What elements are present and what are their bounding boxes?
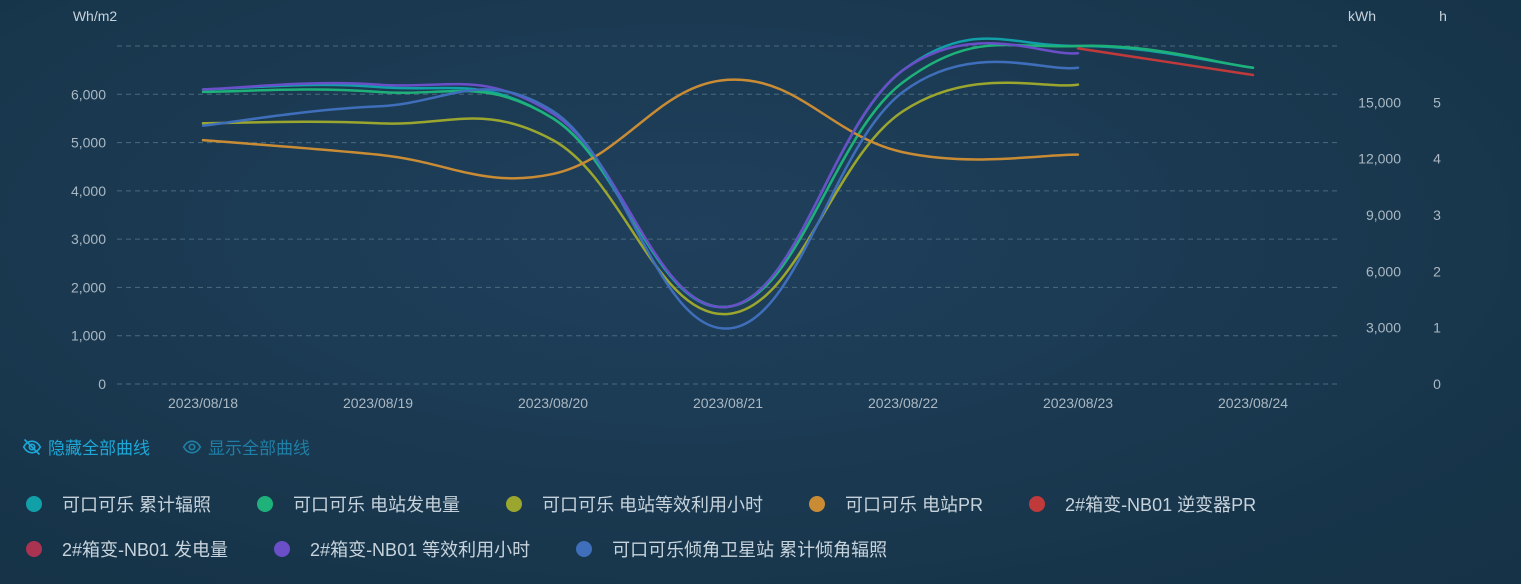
curve-toolbar: 隐藏全部曲线 显示全部曲线 [22, 434, 310, 459]
y-tick-label-left: 3,000 [71, 231, 106, 247]
legend-label: 2#箱变-NB01 等效利用小时 [310, 540, 531, 560]
legend-dot [26, 541, 42, 557]
legend-row-1: 可口可乐 累计辐照 可口可乐 电站发电量 可口可乐 电站等效利用小时 可口可乐 … [26, 490, 1486, 518]
legend-item[interactable]: 2#箱变-NB01 发电量 [26, 536, 228, 562]
legend-dot [809, 496, 826, 512]
legend-item[interactable]: 2#箱变-NB01 逆变器PR [1029, 491, 1256, 517]
eye-off-icon [22, 438, 42, 455]
x-tick-label: 2023/08/24 [1218, 395, 1288, 411]
legend-item[interactable]: 2#箱变-NB01 等效利用小时 [274, 536, 530, 562]
y-tick-label-left: 4,000 [71, 183, 106, 199]
series-line [1076, 47, 1255, 77]
legend-row-2: 2#箱变-NB01 发电量 2#箱变-NB01 等效利用小时 可口可乐倾角卫星站… [26, 535, 1486, 563]
y-tick-label-left: 1,000 [71, 328, 106, 344]
legend-dot [26, 496, 42, 512]
y-tick-label-kwh: 12,000 [1358, 151, 1401, 167]
y-tick-label-left: 5,000 [71, 135, 106, 151]
y-tick-label-left: 2,000 [71, 279, 106, 295]
legend-item[interactable]: 可口可乐 累计辐照 [26, 491, 211, 517]
y-tick-label-left: 6,000 [71, 86, 106, 102]
legend-label: 可口可乐 累计辐照 [62, 495, 212, 515]
x-tick-label: 2023/08/19 [343, 395, 413, 411]
legend-dot [506, 496, 523, 512]
y-tick-label-kwh: 3,000 [1366, 320, 1401, 336]
legend-dot [576, 541, 593, 557]
eye-icon [182, 439, 202, 454]
x-tick-label: 2023/08/20 [518, 395, 588, 411]
legend-item[interactable]: 可口可乐倾角卫星站 累计倾角辐照 [576, 536, 887, 562]
show-all-curves-button[interactable]: 显示全部曲线 [182, 434, 310, 459]
y-axis-unit-kwh: kWh [1348, 8, 1376, 24]
legend-label: 2#箱变-NB01 发电量 [62, 540, 229, 560]
x-tick-label: 2023/08/21 [693, 395, 763, 411]
y-tick-label-kwh: 6,000 [1366, 263, 1401, 279]
legend-label: 2#箱变-NB01 逆变器PR [1065, 495, 1257, 515]
x-tick-label: 2023/08/22 [868, 395, 938, 411]
legend: 可口可乐 累计辐照 可口可乐 电站发电量 可口可乐 电站等效利用小时 可口可乐 … [26, 490, 1486, 580]
y-tick-label-h: 0 [1433, 376, 1441, 392]
show-all-label: 显示全部曲线 [208, 439, 310, 458]
series-line [201, 78, 1080, 180]
legend-dot [274, 541, 291, 557]
legend-dot [257, 496, 274, 512]
legend-label: 可口可乐倾角卫星站 累计倾角辐照 [612, 540, 888, 560]
series-line [201, 60, 1080, 330]
y-tick-label-h: 4 [1433, 151, 1441, 167]
y-tick-label-h: 5 [1433, 94, 1441, 110]
y-tick-label-left: 0 [98, 376, 106, 392]
series-line [201, 42, 1080, 309]
legend-item[interactable]: 可口可乐 电站PR [809, 491, 983, 517]
y-axis-unit-h: h [1439, 8, 1447, 24]
y-tick-label-h: 2 [1433, 263, 1441, 279]
x-tick-label: 2023/08/23 [1043, 395, 1113, 411]
legend-label: 可口可乐 电站等效利用小时 [542, 495, 764, 515]
legend-label: 可口可乐 电站发电量 [293, 495, 461, 515]
hide-all-label: 隐藏全部曲线 [48, 439, 150, 458]
y-axis-unit-left: Wh/m2 [73, 8, 118, 24]
y-tick-label-h: 3 [1433, 207, 1441, 223]
y-tick-label-h: 1 [1433, 320, 1441, 336]
legend-dot [1029, 496, 1046, 512]
y-tick-label-kwh: 15,000 [1358, 94, 1401, 110]
series-line [201, 81, 1080, 316]
x-tick-label: 2023/08/18 [168, 395, 238, 411]
y-tick-label-kwh: 9,000 [1366, 207, 1401, 223]
hide-all-curves-button[interactable]: 隐藏全部曲线 [22, 434, 150, 459]
legend-label: 可口可乐 电站PR [845, 495, 984, 515]
line-chart: 0 1,000 2,000 3,000 4,000 5,000 6,000 3,000 6,00… [71, 8, 1447, 411]
legend-item[interactable]: 可口可乐 电站发电量 [257, 491, 460, 517]
legend-item[interactable]: 可口可乐 电站等效利用小时 [506, 491, 763, 517]
